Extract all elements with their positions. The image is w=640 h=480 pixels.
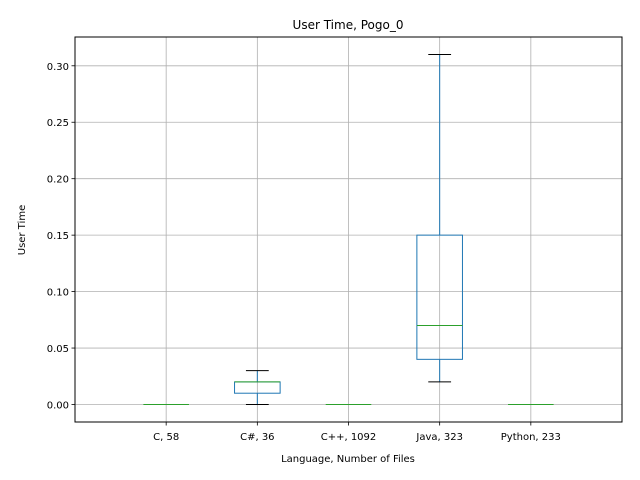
y-axis-label: User Time (17, 205, 28, 255)
grid (75, 37, 622, 422)
y-tick-label: 0.25 (47, 118, 69, 129)
chart-title: User Time, Pogo_0 (293, 18, 404, 32)
x-tick-label: Python, 233 (501, 432, 561, 443)
x-axis-label: Language, Number of Files (281, 454, 415, 465)
iqr-box (416, 234, 463, 360)
boxes (143, 54, 554, 405)
y-tick-label: 0.20 (47, 175, 69, 186)
y-tick-label: 0.05 (47, 344, 69, 355)
y-tick-label: 0.30 (47, 62, 69, 73)
x-tick-label: C#, 36 (240, 432, 274, 443)
x-axis-ticks: C, 58 C#, 36 C++, 1092 Java, 323 Python, 233 (153, 422, 561, 443)
x-tick-label: C++, 1092 (321, 432, 377, 443)
y-tick-label: 0.10 (47, 288, 69, 299)
y-tick-label: 0.15 (47, 231, 69, 242)
x-tick-label: Java, 323 (415, 432, 463, 443)
x-tick-label: C, 58 (153, 432, 179, 443)
y-axis-ticks: 0.00 0.05 0.10 0.15 0.20 0.25 0.30 (47, 62, 75, 412)
y-tick-label: 0.00 (47, 401, 69, 412)
